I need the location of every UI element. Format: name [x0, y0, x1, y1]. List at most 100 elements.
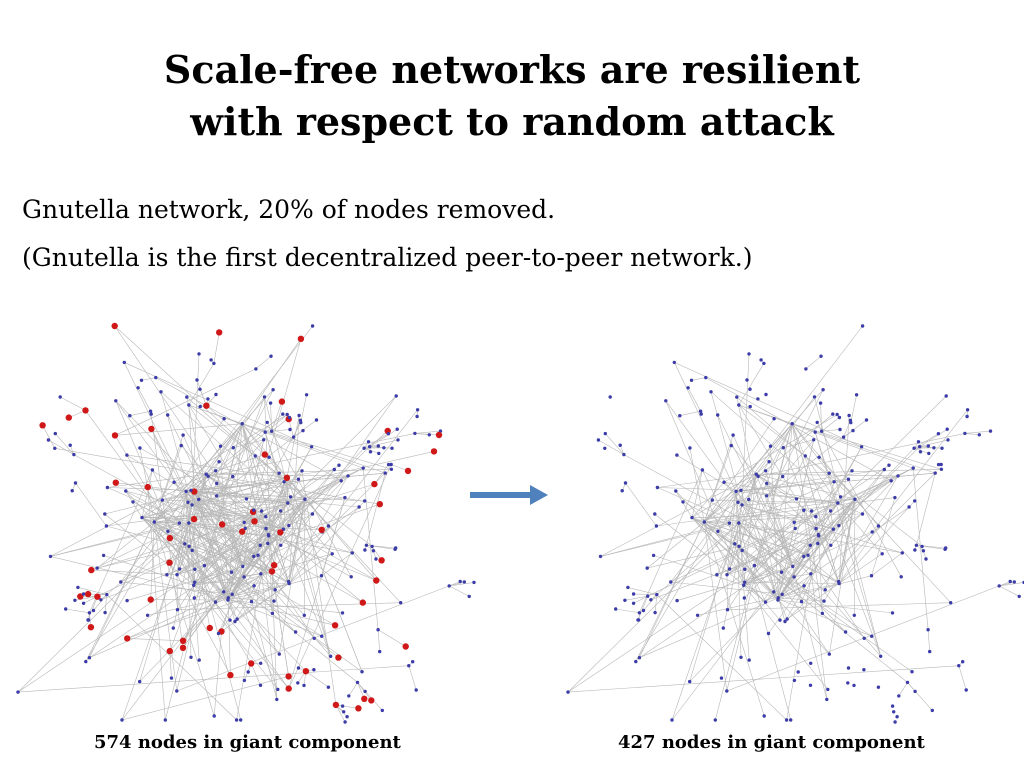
- network-node: [53, 431, 57, 436]
- network-edge: [675, 490, 693, 518]
- network-node: [804, 367, 808, 371]
- network-node: [936, 462, 941, 467]
- network-node: [566, 690, 570, 694]
- network-edge: [736, 469, 885, 492]
- network-edge: [748, 499, 834, 530]
- network-node: [596, 438, 601, 442]
- network-node: [256, 553, 260, 557]
- removed-node: [297, 335, 305, 342]
- network-node: [808, 543, 812, 547]
- network-node: [733, 542, 737, 546]
- network-node: [870, 634, 874, 638]
- network-node: [262, 438, 266, 442]
- network-after-attack: [560, 318, 1024, 728]
- network-edge: [777, 575, 872, 601]
- network-edge: [916, 473, 936, 546]
- network-edge: [152, 469, 216, 603]
- network-node: [688, 679, 692, 684]
- network-edge: [270, 403, 272, 432]
- network-edge: [821, 417, 840, 432]
- network-node: [329, 654, 333, 658]
- network-edge: [643, 594, 658, 611]
- network-edge: [213, 631, 222, 717]
- network-node: [918, 445, 922, 449]
- network-node: [704, 375, 708, 380]
- network-edge: [194, 338, 302, 492]
- network-node: [187, 403, 191, 407]
- network-node: [997, 584, 1001, 588]
- network-node: [890, 611, 895, 615]
- network-node: [288, 427, 292, 432]
- network-node: [802, 584, 806, 588]
- network-node: [399, 601, 403, 605]
- network-node: [756, 474, 760, 478]
- network-node: [267, 534, 271, 538]
- network-edge: [792, 423, 942, 470]
- network-node: [181, 433, 185, 437]
- network-edge: [755, 461, 770, 475]
- network-node: [258, 543, 262, 547]
- network-edge: [756, 469, 942, 475]
- network-edge: [449, 585, 470, 597]
- network-edge: [185, 491, 195, 583]
- network-node: [700, 468, 705, 472]
- network-node: [287, 523, 291, 528]
- removed-node: [302, 668, 310, 675]
- network-edge: [913, 433, 939, 449]
- slide-title: Scale-free networks are resilient with r…: [0, 44, 1024, 148]
- network-edge: [206, 405, 265, 455]
- network-node: [762, 361, 766, 366]
- removed-node: [283, 474, 291, 481]
- network-node: [930, 708, 934, 713]
- network-edge: [89, 597, 229, 658]
- network-node: [799, 599, 804, 604]
- network-edge: [674, 362, 737, 492]
- network-node: [81, 601, 86, 605]
- network-node: [781, 474, 785, 479]
- network-edge: [999, 581, 1011, 587]
- network-node: [368, 445, 372, 449]
- network-edge: [704, 521, 809, 556]
- network-node: [414, 688, 418, 692]
- network-node: [363, 689, 367, 694]
- network-node: [876, 685, 881, 689]
- network-node: [674, 489, 678, 493]
- network-node: [766, 631, 771, 636]
- network-edge: [704, 521, 739, 524]
- network-node: [364, 543, 369, 547]
- network-edge: [770, 446, 779, 598]
- network-node: [241, 564, 245, 569]
- network-node: [378, 649, 382, 654]
- network-edge: [740, 490, 779, 601]
- network-edge: [600, 522, 739, 557]
- network-node: [394, 394, 398, 398]
- network-node: [128, 414, 132, 418]
- network-edges: [17, 325, 475, 723]
- network-node: [389, 462, 393, 467]
- network-edge: [125, 490, 280, 655]
- network-edge: [107, 473, 207, 488]
- removed-node: [359, 599, 366, 606]
- network-edge: [182, 434, 244, 567]
- network-edge: [280, 510, 284, 530]
- removed-node: [148, 425, 155, 433]
- network-edge: [741, 504, 834, 530]
- network-edge: [414, 433, 440, 436]
- network-edge: [17, 522, 190, 693]
- network-node: [206, 474, 210, 478]
- network-edge: [141, 476, 209, 518]
- network-node: [831, 527, 836, 531]
- network-edge: [188, 404, 386, 474]
- network-node: [796, 670, 800, 674]
- network-node: [81, 592, 86, 596]
- network-edge: [221, 566, 244, 632]
- network-node: [928, 649, 932, 654]
- network-node: [862, 668, 866, 672]
- network-edge: [288, 497, 346, 689]
- network-edge: [191, 389, 274, 551]
- network-node: [767, 460, 771, 464]
- network-edge: [854, 498, 951, 603]
- network-node: [122, 360, 127, 365]
- network-node: [242, 520, 246, 525]
- network-edge: [371, 546, 377, 560]
